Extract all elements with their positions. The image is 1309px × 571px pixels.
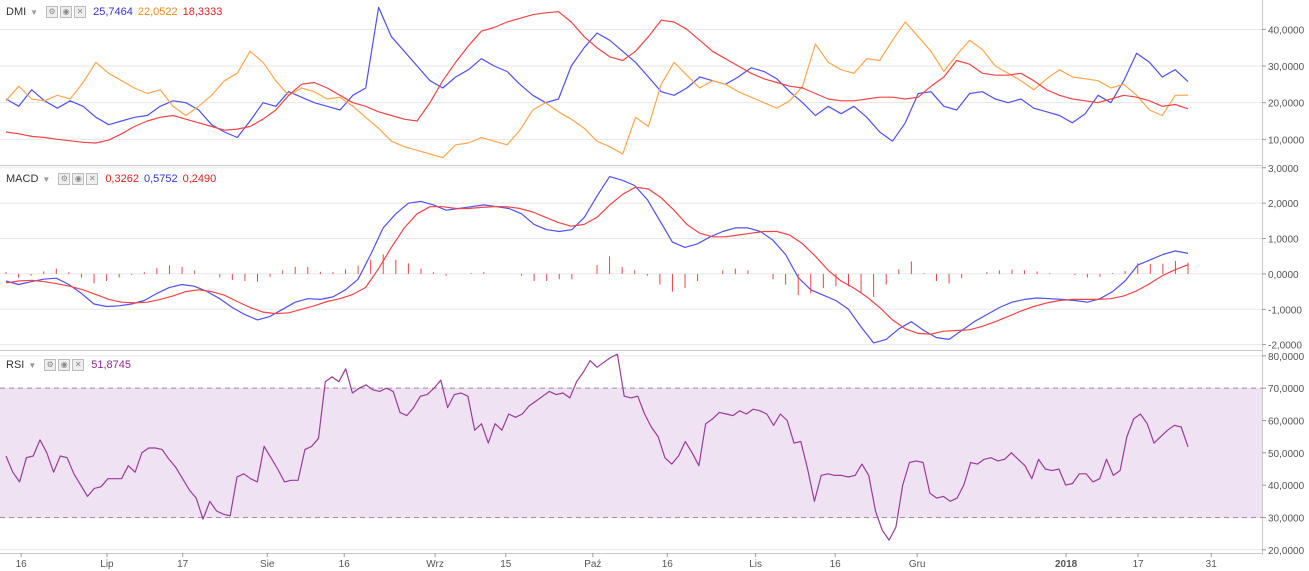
x-tick-label: 16 (662, 559, 674, 570)
dmi-di-line (5, 6, 1189, 142)
dmi-di-line (5, 21, 1189, 159)
y-tick-label: 20,0000 (1268, 99, 1305, 110)
dmi-adx-value: 18,3333 (182, 6, 223, 18)
x-tick-label: 17 (177, 559, 189, 570)
macd-legend-name: MACD (6, 173, 39, 185)
dmi-minus-value: 22,0522 (137, 6, 178, 18)
x-tick-label: 15 (500, 559, 512, 570)
x-tick-label: 16 (830, 559, 842, 570)
dmi-pane: 10,0000 20,0000 30,0000 40,0000 (0, 6, 1305, 159)
rsi-value: 51,8745 (91, 359, 132, 371)
eye-icon[interactable]: ◉ (58, 359, 71, 371)
dmi-legend: DMI ▼ ⚙ ◉ ✕ 25,7464 22,0522 18,3333 (6, 5, 222, 19)
macd-value-2: 0,5752 (143, 173, 178, 185)
close-icon[interactable]: ✕ (86, 173, 99, 185)
settings-icon[interactable]: ⚙ (46, 6, 59, 18)
dmi-legend-name: DMI (6, 6, 27, 18)
macd-value-3: 0,2490 (182, 173, 217, 185)
x-tick-label: Lip (100, 559, 114, 570)
eye-icon[interactable]: ◉ (60, 6, 73, 18)
y-tick-label: -1,0000 (1268, 305, 1302, 316)
x-tick-label: 2018 (1055, 559, 1078, 570)
rsi-legend: RSI ▼ ⚙ ◉ ✕ 51,8745 (6, 358, 131, 372)
macd-pane: -2,0000 -1,0000 0,0000 1,0000 2,0000 3,0000 (0, 164, 1302, 352)
rsi-pane: 20,0000 30,0000 40,0000 50,0000 60,0000 70,00… (0, 352, 1305, 557)
macd-signal-line (5, 186, 1189, 335)
y-tick-label: -2,0000 (1268, 341, 1302, 352)
x-tick-label: Lis (749, 559, 762, 570)
y-tick-label: 40,0000 (1268, 481, 1305, 492)
time-axis: 16 Lip 17 Sie 16 Wrz 15 Paź 16 Lis 16 Gru 2018 17 31 (16, 553, 1218, 570)
macd-value-1: 0,3262 (105, 173, 139, 185)
y-tick-label: 20,0000 (1268, 546, 1305, 557)
x-tick-label: 17 (1132, 559, 1144, 570)
macd-macd-line (5, 176, 1189, 344)
chevron-down-icon[interactable]: ▼ (30, 7, 39, 17)
rsi-band (0, 388, 1262, 518)
close-icon[interactable]: ✕ (74, 6, 87, 18)
x-tick-label: 16 (339, 559, 351, 570)
y-tick-label: 80,0000 (1268, 352, 1305, 363)
eye-icon[interactable]: ◉ (72, 173, 85, 185)
close-icon[interactable]: ✕ (72, 359, 85, 371)
y-tick-label: 60,0000 (1268, 416, 1305, 427)
dmi-adx-line (5, 11, 1189, 144)
settings-icon[interactable]: ⚙ (58, 173, 71, 185)
x-tick-label: 16 (16, 559, 28, 570)
x-tick-label: Wrz (426, 559, 444, 570)
x-tick-label: Paź (584, 559, 601, 570)
y-tick-label: 0,0000 (1268, 270, 1299, 281)
x-tick-label: Gru (909, 559, 926, 570)
x-tick-label: Sie (260, 559, 275, 570)
y-tick-label: 30,0000 (1268, 62, 1305, 73)
x-tick-label: 31 (1206, 559, 1218, 570)
rsi-legend-name: RSI (6, 359, 25, 371)
y-tick-label: 1,0000 (1268, 235, 1299, 246)
y-tick-label: 40,0000 (1268, 25, 1305, 36)
y-tick-label: 3,0000 (1268, 164, 1299, 175)
y-tick-label: 70,0000 (1268, 384, 1305, 395)
chevron-down-icon[interactable]: ▼ (42, 174, 51, 184)
chevron-down-icon[interactable]: ▼ (28, 360, 37, 370)
y-tick-label: 10,0000 (1268, 135, 1305, 146)
y-tick-label: 2,0000 (1268, 199, 1299, 210)
y-tick-label: 50,0000 (1268, 449, 1305, 460)
macd-legend: MACD ▼ ⚙ ◉ ✕ 0,3262 0,5752 0,2490 (6, 172, 216, 186)
settings-icon[interactable]: ⚙ (44, 359, 57, 371)
dmi-plus-value: 25,7464 (93, 6, 133, 18)
rsi-rsi-line (5, 353, 1189, 541)
y-tick-label: 30,0000 (1268, 513, 1305, 524)
